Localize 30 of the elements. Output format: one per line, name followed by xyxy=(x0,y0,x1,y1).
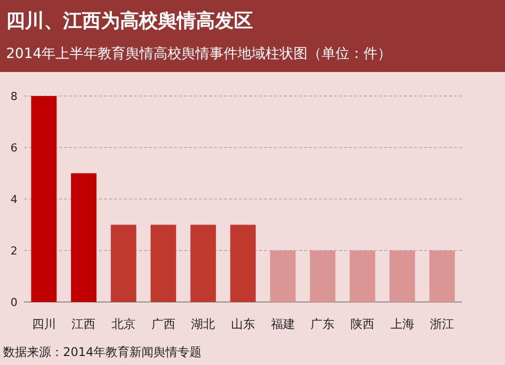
chart-title: 四川、江西为高校舆情高发区 xyxy=(6,10,253,32)
x-tick-label: 福建 xyxy=(270,317,295,331)
x-tick-label: 江西 xyxy=(72,317,96,331)
bar xyxy=(270,250,296,302)
bar xyxy=(70,173,96,302)
x-tick-label: 湖北 xyxy=(191,317,216,331)
bar xyxy=(429,250,455,302)
y-tick-label: 4 xyxy=(10,193,18,206)
x-tick-label: 上海 xyxy=(390,317,414,331)
bar xyxy=(150,224,176,302)
bar xyxy=(350,250,376,302)
source-note: 数据来源：2014年教育新闻舆情专题 xyxy=(3,345,202,359)
bar xyxy=(310,250,336,302)
bar xyxy=(31,96,57,302)
x-tick-label: 山东 xyxy=(231,317,255,331)
bar xyxy=(390,250,416,302)
y-tick-label: 8 xyxy=(10,90,18,103)
x-tick-label: 四川 xyxy=(32,317,56,331)
bar xyxy=(110,224,136,302)
x-tick-label: 广东 xyxy=(310,317,335,331)
x-tick-label: 浙江 xyxy=(430,317,454,331)
chart-subtitle: 2014年上半年教育舆情高校舆情事件地域柱状图（单位：件） xyxy=(6,45,392,62)
y-tick-label: 2 xyxy=(10,244,18,258)
x-tick-label: 陕西 xyxy=(350,317,374,331)
y-tick-label: 6 xyxy=(10,142,18,154)
x-tick-label: 北京 xyxy=(112,317,136,331)
bar xyxy=(230,224,256,302)
bar xyxy=(190,224,216,302)
x-tick-label: 广西 xyxy=(151,317,176,331)
y-tick-label: 0 xyxy=(10,296,18,309)
